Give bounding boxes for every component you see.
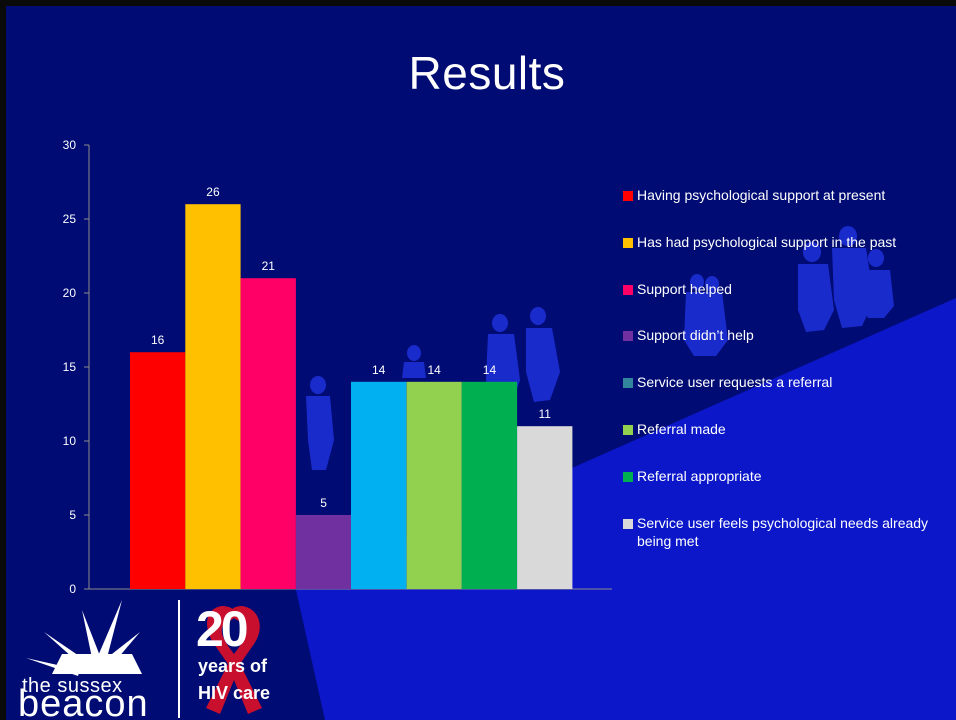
legend-label: Support helped (637, 280, 943, 298)
y-tick-label: 25 (63, 212, 77, 226)
chart-bars (130, 204, 572, 589)
legend-item-1: Having psychological support at present (623, 186, 943, 204)
legend-swatch (623, 285, 633, 295)
legend-swatch (623, 425, 633, 435)
legend-swatch (623, 331, 633, 341)
legend-swatch (623, 519, 633, 529)
legend-label: Having psychological support at present (637, 186, 943, 204)
legend-item-2: Has had psychological support in the pas… (623, 233, 943, 251)
legend-item-5: Service user requests a referral (623, 373, 943, 391)
data-label-series-8: 11 (539, 407, 552, 421)
bar-series-8 (517, 426, 572, 589)
y-tick-label: 10 (63, 434, 77, 448)
legend-label: Referral made (637, 420, 943, 438)
legend-swatch (623, 378, 633, 388)
bar-overlay (351, 382, 406, 589)
badge-text-years-of: years of (198, 656, 267, 677)
legend-swatch (623, 238, 633, 248)
legend-item-7: Referral appropriate (623, 467, 943, 485)
data-label-series-4: 5 (320, 496, 327, 510)
bar-series-7 (462, 382, 517, 589)
data-label-overlay: 14 (372, 363, 386, 377)
legend-swatch (623, 191, 633, 201)
bar-series-1 (130, 352, 185, 589)
y-tick-label: 30 (63, 138, 77, 152)
y-tick-label: 20 (63, 286, 77, 300)
bar-series-3 (241, 278, 296, 589)
y-tick-label: 15 (63, 360, 77, 374)
badge-text-hiv-care: HIV care (198, 683, 270, 704)
legend-item-6: Referral made (623, 420, 943, 438)
data-label-series-6: 14 (427, 363, 441, 377)
y-tick-label: 0 (69, 582, 76, 596)
beacon-star-icon (26, 600, 142, 676)
y-tick-label: 5 (69, 508, 76, 522)
legend-label: Referral appropriate (637, 467, 943, 485)
bar-series-6 (407, 382, 462, 589)
logo-text-beacon: beacon (18, 684, 149, 720)
bar-series-4 (296, 515, 351, 589)
legend-label: Service user feels psychological needs a… (637, 514, 943, 550)
badge-number: 20 (196, 600, 246, 658)
legend-item-4: Support didn’t help (623, 326, 943, 344)
legend-label: Service user requests a referral (637, 373, 943, 391)
data-label-series-2: 26 (206, 185, 220, 199)
data-label-series-3: 21 (262, 259, 276, 273)
bar-series-2 (185, 204, 240, 589)
legend-item-8: Service user feels psychological needs a… (623, 514, 943, 550)
logo-divider (178, 600, 180, 718)
data-label-series-1: 16 (151, 333, 165, 347)
legend-item-3: Support helped (623, 280, 943, 298)
legend-swatch (623, 472, 633, 482)
legend-label: Support didn’t help (637, 326, 943, 344)
data-label-series-7: 14 (483, 363, 497, 377)
legend-label: Has had psychological support in the pas… (637, 233, 943, 251)
